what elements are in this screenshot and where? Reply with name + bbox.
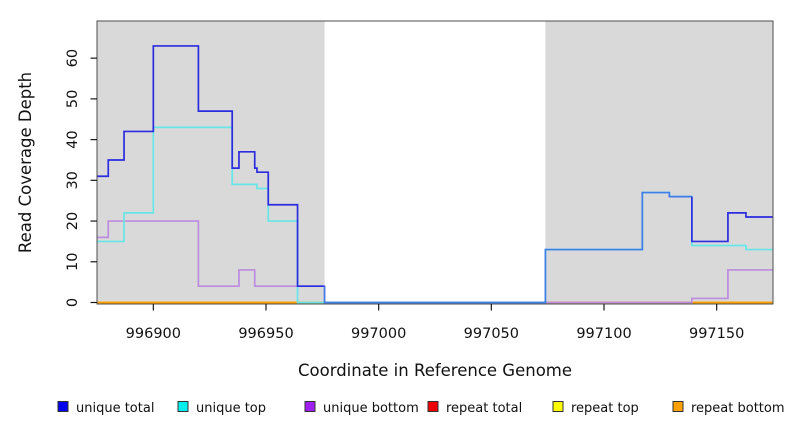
legend-label-repeat-top: repeat top	[571, 401, 639, 416]
shaded-band	[97, 21, 325, 304]
legend-swatch-unique-top	[177, 401, 189, 412]
x-tick-label: 997000	[351, 326, 406, 342]
legend-label-unique-top: unique top	[196, 401, 266, 416]
x-tick-label: 996950	[238, 326, 293, 342]
x-axis-title: Coordinate in Reference Genome	[298, 361, 572, 380]
y-tick-label: 10	[65, 253, 81, 271]
y-tick-label: 0	[65, 298, 81, 307]
series-line-unique-bottom	[97, 220, 773, 304]
legend-label-repeat-bottom: repeat bottom	[691, 401, 785, 416]
shaded-band	[545, 21, 773, 304]
y-tick-label: 30	[65, 171, 81, 189]
legend-swatch-unique-total	[57, 401, 69, 412]
plot-border	[96, 20, 774, 305]
series-line-unique-total	[97, 45, 325, 288]
x-tick-label: 997050	[464, 326, 519, 342]
x-tick-label: 996900	[126, 326, 181, 342]
legend-label-repeat-total: repeat total	[446, 401, 522, 416]
x-tick-label: 997100	[576, 326, 631, 342]
y-tick-label: 50	[65, 90, 81, 108]
y-tick-label: 40	[65, 130, 81, 148]
y-tick-label: 60	[65, 49, 81, 67]
y-tick-label: 20	[65, 212, 81, 230]
series-line-unique-total	[323, 191, 692, 304]
legend-swatch-repeat-bottom	[672, 401, 684, 412]
x-tick-label: 997150	[689, 326, 744, 342]
y-axis-title: Read Coverage Depth	[16, 72, 35, 253]
legend-swatch-unique-bottom	[304, 401, 316, 412]
legend-swatch-repeat-top	[552, 401, 564, 412]
legend-swatch-repeat-total	[427, 401, 439, 412]
legend-label-unique-total: unique total	[76, 401, 154, 416]
legend-label-unique-bottom: unique bottom	[323, 401, 419, 416]
series-line-unique-total	[691, 196, 773, 243]
